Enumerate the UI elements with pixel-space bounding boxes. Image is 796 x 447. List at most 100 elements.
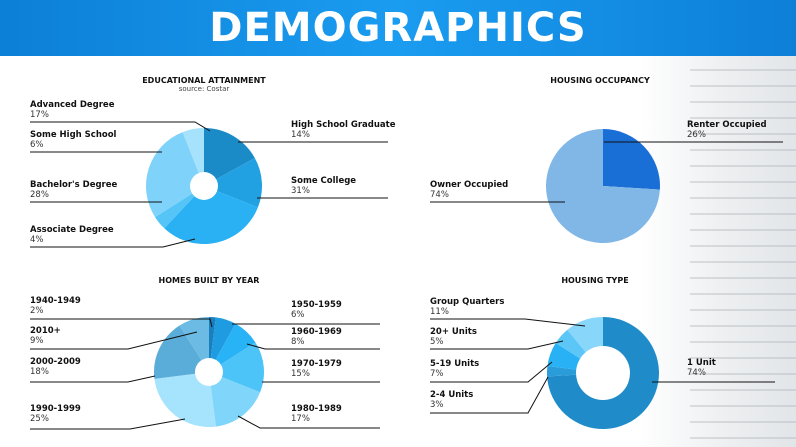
- category-label: 20+ Units: [430, 327, 477, 337]
- leader-line: [30, 375, 156, 383]
- value-label: 14%: [291, 130, 310, 140]
- slice-label: 1940-1949 2%: [30, 296, 81, 316]
- leader-line: [430, 340, 564, 350]
- header-bar: DEMOGRAPHICS: [0, 0, 796, 56]
- pie-slice-renter-occupied: [603, 129, 660, 190]
- category-label: 5-19 Units: [430, 359, 480, 369]
- pie-slice-associate-degree: [155, 186, 204, 229]
- value-label: 3%: [430, 400, 444, 410]
- slice-label: High School Graduate 14%: [291, 120, 396, 140]
- pie-slice-some-high-school: [182, 128, 204, 186]
- value-label: 74%: [687, 368, 706, 378]
- category-label: 1970-1979: [291, 359, 342, 369]
- value-label: 17%: [291, 414, 310, 424]
- category-label: 2000-2009: [30, 357, 81, 367]
- value-label: 2%: [30, 306, 44, 316]
- value-label: 6%: [291, 310, 305, 320]
- slice-label: 1950-1959 6%: [291, 300, 342, 320]
- value-label: 9%: [30, 336, 44, 346]
- pie-slice-2010-: [179, 317, 209, 372]
- pie-slice-bachelor-s-degree: [145, 132, 204, 218]
- slice-label: 20+ Units 5%: [430, 327, 477, 347]
- donut-hole: [195, 358, 223, 386]
- leader-line: [30, 121, 211, 132]
- pie-slice-1970-1979: [209, 342, 264, 393]
- category-label: High School Graduate: [291, 120, 396, 130]
- slice-label: Advanced Degree 17%: [30, 100, 114, 120]
- leader-line: [246, 343, 380, 350]
- slice-label: 1960-1969 8%: [291, 327, 342, 347]
- category-label: Group Quarters: [430, 297, 505, 307]
- value-label: 74%: [430, 190, 449, 200]
- value-label: 8%: [291, 337, 305, 347]
- value-label: 6%: [30, 140, 44, 150]
- category-label: Advanced Degree: [30, 100, 115, 110]
- slice-label: 5-19 Units 7%: [430, 359, 479, 379]
- value-label: 5%: [430, 337, 444, 347]
- category-label: Some High School: [30, 130, 117, 140]
- leader-line: [237, 415, 380, 429]
- category-label: 1960-1969: [291, 327, 342, 337]
- leader-line: [430, 318, 586, 327]
- value-label: 25%: [30, 414, 49, 424]
- slice-label: 2000-2009 18%: [30, 357, 81, 377]
- category-label: Bachelor's Degree: [30, 180, 118, 190]
- pie-slice-2-4-units: [547, 365, 603, 377]
- value-label: 18%: [30, 367, 49, 377]
- category-label: Associate Degree: [30, 225, 114, 235]
- category-label: 1980-1989: [291, 404, 342, 414]
- category-label: Some College: [291, 176, 357, 186]
- category-label: 1990-1999: [30, 404, 81, 414]
- value-label: 4%: [30, 235, 44, 245]
- slice-label: Bachelor's Degree 28%: [30, 180, 117, 200]
- page-title: DEMOGRAPHICS: [209, 5, 587, 51]
- slice-label: Some High School 6%: [30, 130, 116, 150]
- slice-label: Renter Occupied 26%: [687, 120, 767, 140]
- leader-line: [430, 361, 553, 383]
- pie-slice-high-school-graduate: [204, 158, 262, 208]
- slice-label: Group Quarters 11%: [430, 297, 504, 317]
- leader-line: [30, 418, 186, 430]
- pie-slice-1950-1959: [209, 317, 236, 372]
- category-label: Owner Occupied: [430, 180, 509, 190]
- value-label: 31%: [291, 186, 310, 196]
- slice-label: 1980-1989 17%: [291, 404, 342, 424]
- category-label: 2010+: [30, 326, 61, 336]
- value-label: 11%: [430, 307, 449, 317]
- slice-label: Owner Occupied 74%: [430, 180, 508, 200]
- leader-line: [30, 318, 213, 328]
- value-label: 26%: [687, 130, 706, 140]
- chart-title-education: EDUCATIONAL ATTAINMENT: [142, 76, 266, 85]
- slice-label: 1990-1999 25%: [30, 404, 81, 424]
- leader-line: [430, 376, 549, 414]
- slice-label: Associate Degree 4%: [30, 225, 114, 245]
- slice-label: 1 Unit 74%: [687, 358, 716, 378]
- pie-slice-1980-1989: [209, 372, 261, 427]
- pie-slice-1990-1999: [154, 372, 216, 428]
- slice-label: 2-4 Units 3%: [430, 390, 473, 410]
- donut-hole: [190, 172, 218, 200]
- value-label: 17%: [30, 110, 49, 120]
- value-label: 28%: [30, 190, 49, 200]
- donut-hole: [576, 346, 630, 400]
- category-label: 2-4 Units: [430, 390, 474, 400]
- value-label: 15%: [291, 369, 310, 379]
- category-label: 1 Unit: [687, 358, 716, 368]
- chart-title-homes-built: HOMES BUILT BY YEAR: [158, 276, 260, 285]
- slice-label: 2010+ 9%: [30, 326, 61, 346]
- chart-title-housing-type: HOUSING TYPE: [561, 276, 629, 285]
- chart-subtitle-education: source: Costar: [178, 85, 230, 93]
- slice-label: 1970-1979 15%: [291, 359, 342, 379]
- category-label: Renter Occupied: [687, 120, 767, 130]
- slice-label: Some College 31%: [291, 176, 356, 196]
- category-label: 1950-1959: [291, 300, 342, 310]
- value-label: 7%: [430, 369, 444, 379]
- chart-title-occupancy: HOUSING OCCUPANCY: [550, 76, 650, 85]
- pie-slice-owner-occupied: [546, 129, 660, 243]
- category-label: 1940-1949: [30, 296, 81, 306]
- leader-line: [30, 238, 196, 248]
- leader-line: [30, 331, 198, 350]
- pie-slice-some-college: [164, 186, 258, 244]
